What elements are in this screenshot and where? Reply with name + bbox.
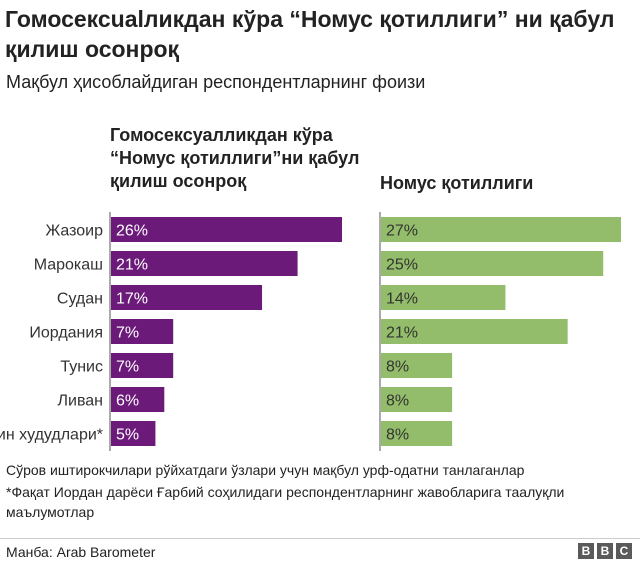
panel-title-honour-killing: Номус қотиллиги xyxy=(380,173,534,193)
category-label: Жазоир xyxy=(45,223,103,240)
category-label: Ливан xyxy=(58,393,104,410)
bar xyxy=(381,319,568,344)
bar-value-label: 8% xyxy=(386,427,409,444)
bar xyxy=(381,251,604,276)
bar-value-label: 27% xyxy=(386,223,418,240)
bar-value-label: 7% xyxy=(116,359,139,376)
category-label: Иордания xyxy=(29,325,103,342)
bar-value-label: 17% xyxy=(116,291,148,308)
bar xyxy=(111,421,156,446)
bar-value-label: 7% xyxy=(116,325,139,342)
bar xyxy=(381,285,506,310)
footer-divider xyxy=(0,538,640,539)
logo-letter: B xyxy=(578,543,594,559)
bbc-logo: B B C xyxy=(578,543,632,559)
note-survey: Сўров иштирокчилари рўйхатдаги ўзлари уч… xyxy=(6,462,525,478)
bar xyxy=(111,387,165,412)
category-label: Судан xyxy=(57,291,103,308)
bar xyxy=(111,251,298,276)
bar xyxy=(381,421,453,446)
chart-subtitle: Мақбул ҳисоблайдиган респондентларнинг ф… xyxy=(6,72,426,92)
bar xyxy=(381,387,453,412)
panel-title-honour-vs-homosexuality: Гомосексуалликдан кўра “Номус қотиллиги”… xyxy=(110,125,360,191)
bar-value-label: 21% xyxy=(386,325,418,342)
note-footnote: *Фақат Иордан дарёси Ғарбий соҳилидаги р… xyxy=(6,484,565,520)
bar xyxy=(111,217,342,242)
chart-title: Гомосексualликдан кўра “Номус қотиллиги”… xyxy=(5,6,615,62)
bar-value-label: 14% xyxy=(386,291,418,308)
bar-chart: Жазоир Марокаш Судан Иордания Тунис Ливан Фала… xyxy=(0,212,621,451)
bar-value-label: 8% xyxy=(386,359,409,376)
bar xyxy=(381,353,453,378)
chart-notes: Сўров иштирокчилари рўйхатдаги ўзлари уч… xyxy=(6,460,626,522)
category-label: Марокаш xyxy=(34,257,103,274)
logo-letter: B xyxy=(597,543,613,559)
bar xyxy=(111,319,174,344)
bar xyxy=(111,353,174,378)
bar-value-label: 5% xyxy=(116,427,139,444)
bar xyxy=(381,217,621,242)
bar-value-label: 8% xyxy=(386,393,409,410)
source-text: Манба: Arab Barometer xyxy=(6,544,156,560)
bar-value-label: 25% xyxy=(386,257,418,274)
bar-value-label: 21% xyxy=(116,257,148,274)
category-label: Тунис xyxy=(60,359,103,376)
bar xyxy=(111,285,263,310)
bar-value-label: 26% xyxy=(116,223,148,240)
category-label: Фаластин худудлари* xyxy=(0,427,103,444)
bar-value-label: 6% xyxy=(116,393,139,410)
logo-letter: C xyxy=(616,543,632,559)
